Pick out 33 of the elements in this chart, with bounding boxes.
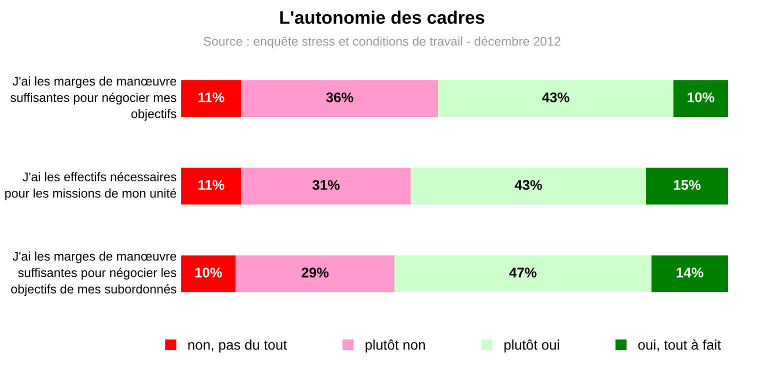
legend-label: oui, tout à fait [638,339,721,352]
data-label: 10% [195,268,222,278]
bar [410,168,646,205]
legend-label: non, pas du tout [188,340,287,352]
data-label: 29% [302,268,329,278]
bar [241,80,438,117]
data-label: 47% [509,268,536,278]
bar [241,168,411,205]
data-label: 31% [312,180,340,190]
bar [394,255,652,292]
y-tick-label: J'ai les marges de manœuvre suffisantes pour négocier mes objectifs [10,76,176,121]
bar [181,168,242,205]
data-label: 15% [674,180,701,190]
legend-label: plutôt oui [504,340,559,352]
data-label: 10% [688,92,714,102]
data-label: 14% [676,268,704,278]
data-label: 11% [198,180,224,190]
bar [438,80,674,117]
data-label: 43% [542,92,570,102]
y-tick-label: J'ai les marges de manœuvre suffisantes pour négocier les objectifs de mes subordonnés [11,252,176,296]
bar [181,255,236,292]
chart-title: L'autonomie des cadres [280,10,484,24]
bar [236,255,394,292]
bar [673,80,728,117]
data-label: 11% [198,92,224,102]
bar [652,255,728,292]
data-label: 43% [514,180,542,190]
bar [646,168,728,205]
bar [181,80,242,117]
legend-label: plutôt non [366,340,425,352]
chart-subtitle: Source : enquête stress et conditions de travail - décembre 2012 [204,36,560,48]
y-tick-label: J'ai les effectifs nécessaires pour les missions de mon unité [5,172,176,200]
data-label: 36% [326,92,354,102]
